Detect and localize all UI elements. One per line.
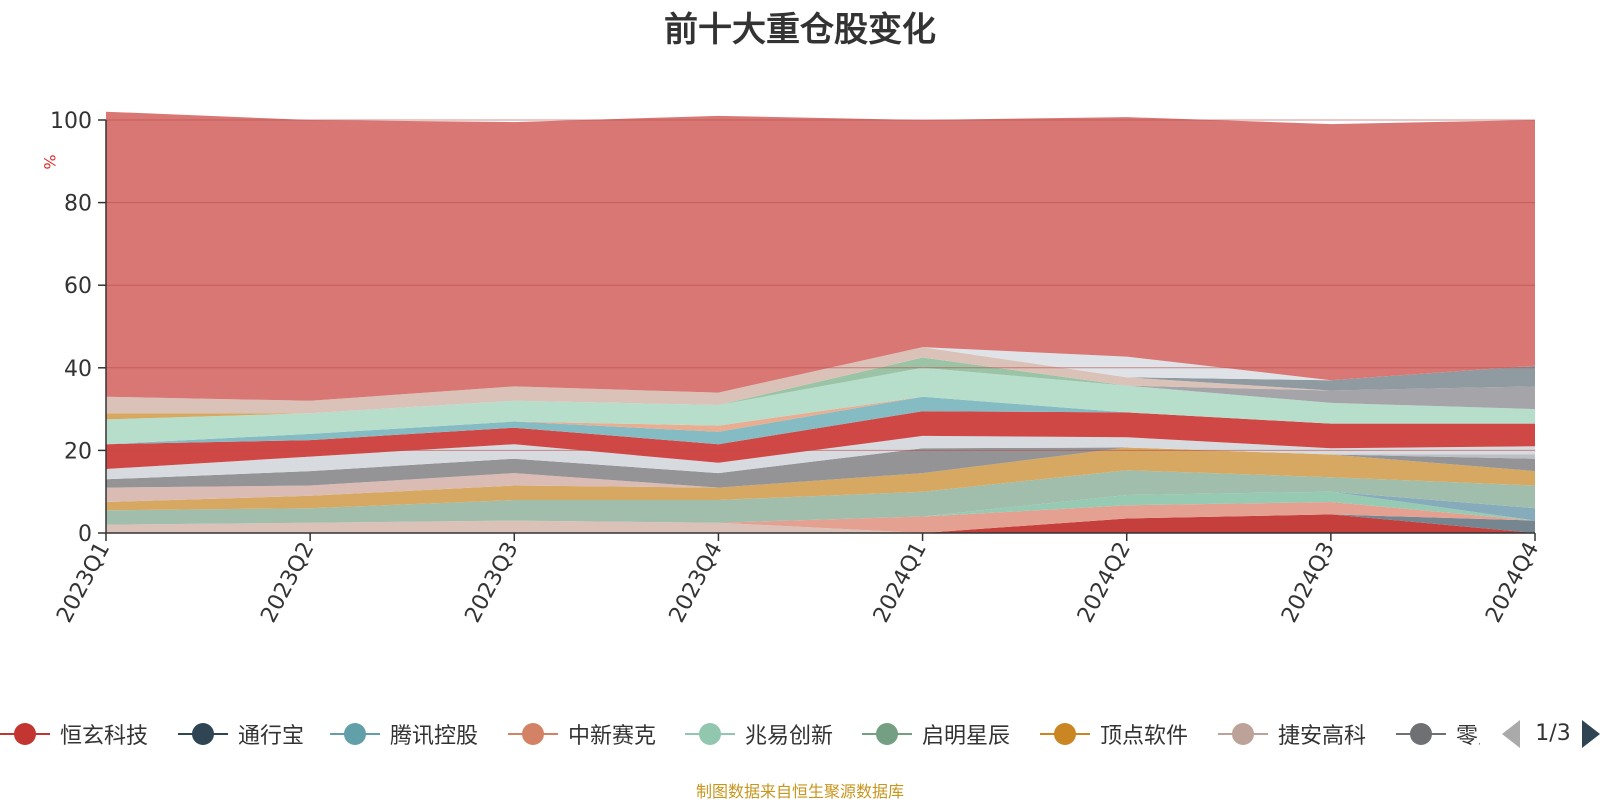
x-tick-label-3: 2023Q4 — [665, 538, 728, 627]
legend-page-indicator: 1/3 — [1535, 721, 1571, 746]
legend-item-3[interactable]: 中新赛克 — [508, 712, 656, 756]
legend-circle-line-icon — [178, 712, 228, 756]
x-tick-label-4: 2024Q1 — [869, 538, 932, 627]
grid-lines — [106, 119, 1535, 451]
axes — [105, 120, 1535, 534]
legend-item-label: 顶点软件 — [1100, 724, 1189, 749]
area-series-15 — [106, 367, 1535, 445]
area-series-group — [106, 111, 1535, 533]
y-tick-label-0: 0 — [78, 522, 92, 547]
legend-circle-line-icon — [862, 712, 912, 756]
legend-circle-line-icon — [0, 712, 50, 756]
legend-item-6[interactable]: 顶点软件 — [1040, 712, 1188, 756]
legend-circle-line-icon — [1218, 712, 1268, 756]
y-tick-label-5: 100 — [50, 109, 92, 134]
area-series-0 — [106, 520, 1535, 533]
area-series-19 — [106, 347, 1535, 414]
x-tick-label-1: 2023Q2 — [256, 538, 319, 627]
legend-item-5[interactable]: 启明星辰 — [862, 712, 1010, 756]
legend-circle-line-icon — [685, 712, 735, 756]
area-series-17 — [106, 357, 1535, 420]
area-series-13 — [106, 396, 1535, 445]
area-series-7 — [106, 447, 1535, 511]
legend-circle-line-icon — [508, 712, 558, 756]
area-series-3 — [106, 502, 1535, 533]
legend-item-2[interactable]: 腾讯控股 — [330, 712, 478, 756]
area-series-6 — [106, 470, 1535, 525]
legend-item-label: 中新赛克 — [568, 724, 657, 749]
x-tick-label-2: 2023Q3 — [461, 538, 524, 627]
area-series-2 — [106, 514, 1535, 533]
y-tick-label-1: 20 — [64, 439, 92, 464]
legend-item-0[interactable]: 恒玄科技 — [0, 712, 148, 756]
legend-circle-line-icon — [1396, 712, 1446, 756]
area-series-9 — [106, 447, 1535, 488]
legend-item-7[interactable]: 捷安高科 — [1218, 712, 1366, 756]
x-tick-label-7: 2024Q4 — [1481, 538, 1544, 627]
legend-next-page-icon[interactable] — [1582, 720, 1600, 748]
area-series-21 — [106, 347, 1535, 401]
legend-prev-page-icon[interactable] — [1502, 720, 1520, 748]
legend-item-label: 通行宝 — [238, 724, 305, 749]
legend-item-label: 捷安高科 — [1278, 724, 1367, 749]
legend-item-label: 腾讯控股 — [390, 724, 479, 749]
chart-title: 前十大重仓股变化 — [664, 10, 936, 50]
legend-item-4[interactable]: 兆易创新 — [685, 712, 833, 756]
source-note: 制图数据来自恒生聚源数据库 — [695, 782, 904, 801]
area-series-1 — [106, 514, 1535, 533]
legend-circle-line-icon — [1040, 712, 1090, 756]
area-series-12 — [106, 411, 1535, 469]
area-series-11 — [106, 435, 1535, 480]
y-tick-label-3: 60 — [64, 274, 92, 299]
legend-item-8[interactable]: 零点 — [1396, 712, 1480, 756]
area-series-22 — [106, 111, 1535, 401]
y-tick-label-2: 40 — [64, 357, 92, 382]
legend-item-label: 兆易创新 — [745, 724, 834, 749]
x-tick-label-6: 2024Q3 — [1277, 538, 1340, 627]
legend-item-label: 恒玄科技 — [60, 724, 149, 749]
legend-item-label: 启明星辰 — [922, 724, 1011, 749]
plot-area: 0 20 40 60 80 100 2023Q1 2023Q2 2023Q3 2023Q4 2024… — [40, 109, 1544, 627]
area-series-8 — [106, 447, 1535, 502]
x-tick-label-0: 2023Q1 — [52, 538, 115, 627]
x-tick-label-5: 2024Q2 — [1073, 538, 1136, 627]
area-series-4 — [106, 491, 1535, 525]
y-tick-label-4: 80 — [64, 192, 92, 217]
y-axis-label: % — [40, 154, 59, 169]
legend-item-label: 零点 — [1456, 724, 1480, 749]
legend: 恒玄科技 通行宝 腾讯控股 中新赛克 兆易创新 启明星辰 顶点软件 捷安高科 零点 1/3 — [0, 712, 1600, 756]
legend-circle-line-icon — [330, 712, 380, 756]
legend-item-1[interactable]: 通行宝 — [178, 712, 304, 756]
legend-viewport: 恒玄科技 通行宝 腾讯控股 中新赛克 兆易创新 启明星辰 顶点软件 捷安高科 零点 — [0, 712, 1480, 756]
